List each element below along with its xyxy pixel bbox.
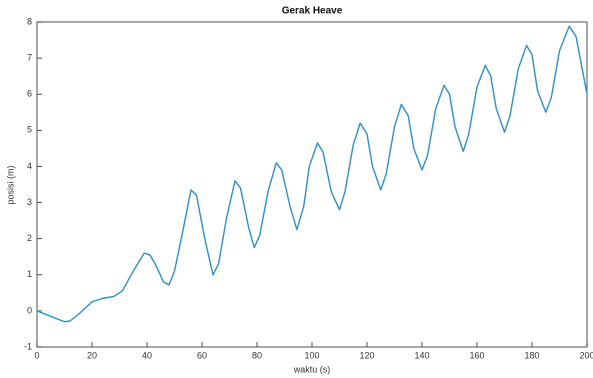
- data-line: [36, 25, 588, 323]
- x-tick-label: 120: [359, 350, 374, 360]
- x-tick-label: 20: [87, 350, 97, 360]
- y-tick-label: 7: [27, 52, 32, 62]
- y-tick-label: 5: [27, 125, 32, 135]
- y-tick-label: 8: [27, 16, 32, 26]
- y-tick-label: 4: [27, 161, 32, 171]
- y-tick-label: 6: [27, 89, 32, 99]
- axes-box: [36, 21, 588, 348]
- x-tick-label: 160: [469, 350, 484, 360]
- chart-title: Gerak Heave: [282, 6, 343, 17]
- y-tick-label: 3: [27, 197, 32, 207]
- x-tick-label: 60: [197, 350, 207, 360]
- x-tick-label: 180: [524, 350, 539, 360]
- x-tick-label: 100: [304, 350, 319, 360]
- y-tick-label: 2: [27, 233, 32, 243]
- x-tick-label: 0: [34, 350, 39, 360]
- y-tick-label: 0: [27, 305, 32, 315]
- x-tick-label: 200: [579, 350, 593, 360]
- y-tick-label: -1: [24, 341, 32, 351]
- x-tick-label: 40: [142, 350, 152, 360]
- x-axis-label: waktu (s): [293, 364, 331, 374]
- y-axis-label: posisi (m): [5, 165, 15, 204]
- x-tick-label: 80: [252, 350, 262, 360]
- x-tick-label: 140: [414, 350, 429, 360]
- y-tick-label: 1: [27, 269, 32, 279]
